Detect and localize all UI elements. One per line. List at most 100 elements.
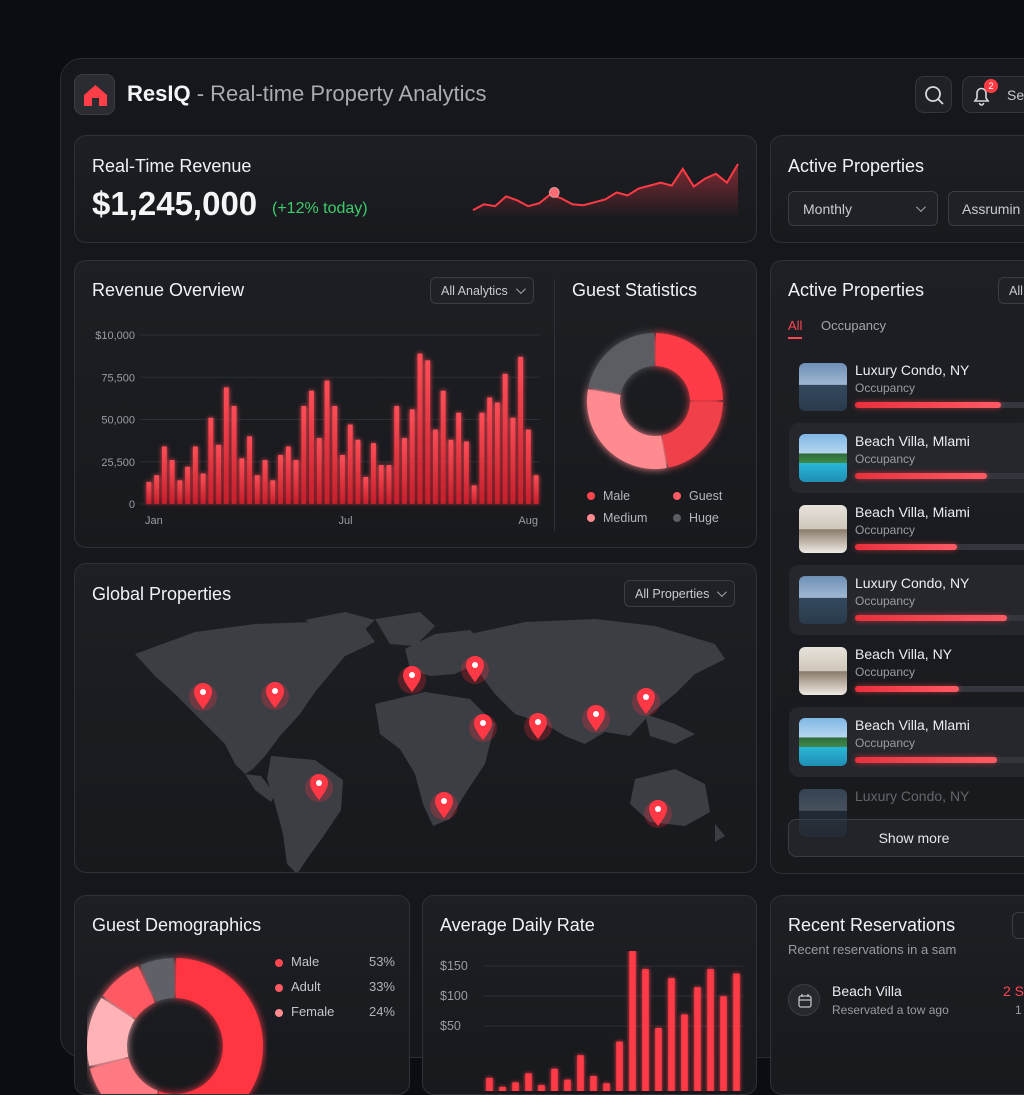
property-name: Beach Villa, Mlami [855, 717, 970, 733]
property-list-filter-value: All [1009, 283, 1023, 298]
x-tick-label: Aug [518, 515, 538, 527]
revenue-bar [324, 380, 330, 504]
rate-bar [551, 1068, 558, 1091]
revenue-bar [510, 417, 516, 504]
property-item[interactable]: Beach Villa, Mlami Occupancy [789, 423, 1024, 493]
revenue-bar [332, 405, 338, 504]
demographic-dot [275, 959, 283, 967]
revenue-bar [386, 465, 392, 504]
properties-filter-value: All Properties [635, 586, 710, 601]
location-pin-icon [524, 713, 552, 741]
revenue-bar [495, 402, 500, 504]
property-name: Beach Villa, Miami [855, 504, 970, 520]
rate-bar [733, 973, 740, 1091]
property-name: Luxury Condo, NY [855, 788, 970, 804]
period-dropdown-value: Monthly [803, 200, 853, 217]
assumption-dropdown[interactable]: Assrumin [948, 191, 1024, 226]
revenue-bar [440, 390, 446, 504]
guest-statistics-slice [662, 401, 723, 468]
revenue-bar [417, 353, 423, 504]
calendar-icon [798, 994, 812, 1008]
period-dropdown[interactable]: Monthly [788, 191, 938, 226]
demographics-slice [89, 1058, 158, 1094]
notifications-button[interactable]: 2 Se [962, 76, 1024, 113]
rate-bar [720, 996, 727, 1091]
guest-demographics-card: Guest Demographics Male 53% Adult 33% Female… [74, 895, 410, 1095]
tab-occupancy[interactable]: Occupancy [821, 318, 887, 333]
chevron-down-icon [515, 284, 526, 295]
revenue-bar [293, 460, 299, 504]
revenue-bar [402, 438, 407, 504]
property-item[interactable]: Beach Villa, Miami Occupancy [789, 494, 1024, 564]
revenue-bar [301, 405, 307, 504]
revenue-bar [146, 482, 152, 504]
property-list-filter[interactable]: All [998, 277, 1024, 304]
location-pin-icon [461, 656, 489, 684]
reservations-options-button[interactable] [1012, 912, 1024, 939]
guest-statistics-slice [655, 333, 723, 401]
revenue-change: (+12% today) [272, 200, 368, 217]
y-tick-label: 50,000 [101, 415, 135, 427]
property-occupancy-label: Occupancy [855, 665, 916, 679]
occupancy-bar [855, 402, 1024, 408]
analytics-filter-value: All Analytics [441, 283, 508, 298]
revenue-bar [169, 460, 175, 504]
rate-bar [525, 1073, 532, 1091]
guest-statistics-slice [588, 333, 655, 394]
occupancy-bar [855, 757, 1024, 763]
property-occupancy-label: Occupancy [855, 381, 916, 395]
property-item[interactable]: Beach Villa, Mlami Occupancy [789, 707, 1024, 777]
property-thumbnail [799, 576, 847, 624]
x-tick-label: Jul [338, 515, 352, 527]
property-item[interactable]: Luxury Condo, NY [789, 778, 1024, 848]
y-tick-label: $150 [440, 959, 468, 973]
legend-label: Huge [689, 511, 719, 525]
revenue-bar [340, 454, 345, 504]
revenue-bar [479, 412, 485, 504]
assumption-dropdown-value: Assrumin [962, 200, 1021, 217]
y-tick-label: 75,500 [101, 372, 135, 384]
revenue-bar [487, 397, 493, 504]
location-pin-icon [305, 774, 333, 802]
property-item[interactable]: Luxury Condo, NY Occupancy [789, 565, 1024, 635]
search-button[interactable] [915, 76, 952, 113]
location-pin-icon [582, 705, 610, 733]
location-pin-icon [261, 682, 289, 710]
property-item[interactable]: Beach Villa, NY Occupancy [789, 636, 1024, 706]
rate-bar [486, 1077, 493, 1091]
revenue-bar [278, 454, 283, 504]
demographic-label: Adult [291, 979, 321, 994]
revenue-bar [223, 387, 229, 504]
location-pin-icon [189, 683, 217, 711]
legend-dot [673, 492, 681, 500]
properties-filter[interactable]: All Properties [624, 580, 736, 607]
reservation-time: Reservated a tow ago [832, 1003, 949, 1017]
notification-badge: 2 [984, 79, 998, 93]
demographics-donut [87, 958, 263, 1094]
property-item[interactable]: Luxury Condo, NY Occupancy [789, 352, 1024, 422]
revenue-bar [161, 446, 167, 504]
revenue-bar [471, 485, 477, 504]
occupancy-fill [855, 473, 987, 479]
guest-statistics-title: Guest Statistics [572, 280, 698, 300]
active-properties-title: Active Properties [788, 156, 925, 176]
app-name: ResIQ [127, 81, 191, 106]
y-tick-label: $100 [440, 989, 468, 1003]
property-name: Luxury Condo, NY [855, 575, 970, 591]
tab-all[interactable]: All [788, 318, 803, 333]
property-name: Luxury Condo, NY [855, 362, 970, 378]
analytics-filter[interactable]: All Analytics [430, 277, 534, 304]
demographic-row: Male 53% [275, 954, 395, 972]
reservation-item[interactable]: Beach Villa Reservated a tow ago 2 S 1 [788, 981, 1024, 1031]
app-logo[interactable] [74, 74, 115, 115]
demographic-value: 53% [368, 954, 395, 969]
occupancy-fill [855, 757, 997, 763]
property-thumbnail [799, 718, 847, 766]
reservation-name: Beach Villa [832, 983, 902, 999]
house-icon [84, 85, 107, 106]
revenue-bar [208, 417, 214, 504]
show-more-button[interactable]: Show more [788, 819, 1024, 857]
settings-label: Se [1007, 87, 1024, 103]
revenue-bar [316, 438, 322, 504]
property-thumbnail [799, 363, 847, 411]
